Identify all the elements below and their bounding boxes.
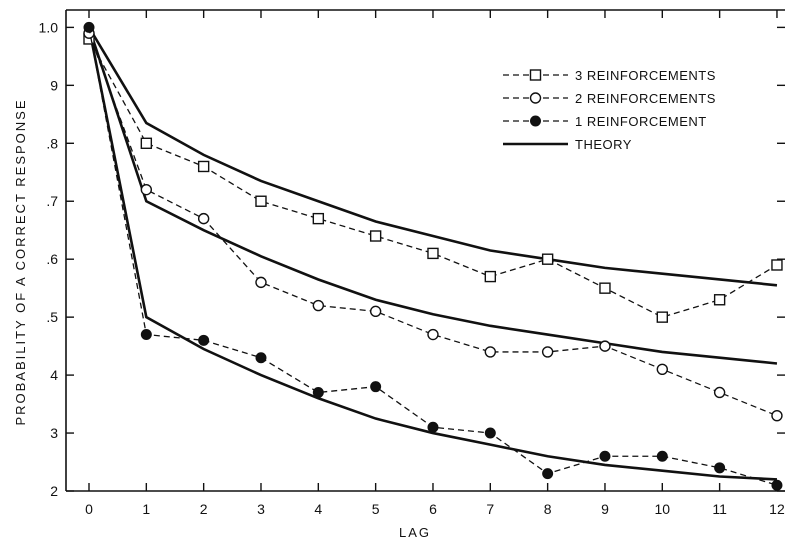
data-point (83, 21, 95, 33)
data-point (599, 340, 611, 352)
y-tick-label: 1.0 (39, 19, 59, 35)
data-point (140, 137, 153, 149)
data-point (140, 183, 153, 196)
x-tick-label: 12 (769, 501, 785, 517)
x-tick-label: 7 (486, 501, 494, 517)
legend-marker (530, 115, 541, 127)
series-1 (83, 33, 783, 323)
y-tick-label: 9 (50, 77, 58, 93)
x-tick-label: 5 (372, 501, 380, 517)
data-point (197, 212, 210, 225)
x-tick-label: 3 (257, 501, 265, 517)
y-tick-label: .5 (46, 309, 58, 325)
legend-label: 1 REINFORCEMENT (575, 114, 707, 129)
data-point (484, 270, 497, 283)
legend-item: 3 REINFORCEMENTS (503, 68, 716, 83)
y-tick-label: .6 (46, 251, 58, 267)
data-point (713, 386, 726, 399)
data-point (542, 468, 554, 480)
x-tick-label: 8 (544, 501, 552, 517)
data-point (312, 299, 325, 312)
legend-item: THEORY (503, 137, 632, 152)
data-point (656, 450, 668, 462)
series-2 (83, 27, 783, 422)
legend-marker (529, 92, 542, 104)
data-point (427, 328, 439, 341)
legend: 3 REINFORCEMENTS 2 REINFORCEMENTS 1 REINFO… (503, 68, 716, 152)
theory-curve-2 (87, 26, 778, 365)
data-point (312, 212, 325, 225)
theory-curve-3 (87, 27, 778, 481)
data-point (369, 230, 382, 242)
legend-label: 2 REINFORCEMENTS (575, 91, 716, 106)
data-point (771, 409, 783, 422)
data-point (656, 311, 668, 323)
x-tick-label: 0 (85, 501, 93, 517)
data-point (771, 259, 783, 271)
y-tick-label: 2 (50, 483, 58, 499)
data-point (541, 346, 554, 358)
legend-item: 1 REINFORCEMENT (503, 114, 707, 129)
data-point (713, 294, 726, 306)
data-point (714, 462, 726, 474)
x-tick-label: 10 (655, 501, 671, 517)
y-axis-title: PROBABILITY OF A CORRECT RESPONSE (13, 98, 28, 425)
x-tick-label: 11 (712, 501, 727, 517)
data-point (484, 427, 496, 439)
y-tick-label: 3 (50, 425, 58, 441)
right-axis-ticks (777, 26, 785, 492)
data-point (255, 352, 267, 364)
data-point (484, 346, 497, 358)
data-point (198, 334, 210, 346)
x-tick-label: 2 (200, 501, 208, 517)
data-point (140, 329, 152, 341)
data-point (369, 305, 382, 318)
legend-label: 3 REINFORCEMENTS (575, 68, 716, 83)
data-point (771, 479, 783, 491)
y-axis: 2 3 4 .5 .6 .7 .8 9 1.0 (39, 19, 74, 499)
data-point (312, 386, 324, 398)
data-point (255, 195, 267, 207)
data-point (599, 450, 611, 462)
x-tick-label: 6 (429, 501, 437, 517)
x-tick-label: 1 (142, 501, 150, 517)
legend-item: 2 REINFORCEMENTS (503, 91, 716, 106)
x-axis-title: LAG (399, 525, 431, 540)
theory-curve-1 (87, 26, 778, 287)
data-point (656, 363, 668, 376)
data-point (370, 381, 382, 393)
legend-marker (529, 69, 542, 81)
data-point (599, 282, 611, 294)
data-point (427, 421, 439, 433)
series-3 (83, 21, 783, 491)
data-point (541, 253, 554, 265)
data-point (427, 247, 439, 260)
legend-label: THEORY (575, 137, 632, 152)
data-point (197, 160, 210, 173)
data-point (255, 276, 267, 289)
x-tick-label: 4 (314, 501, 322, 517)
y-tick-label: .8 (46, 135, 58, 151)
y-tick-label: 4 (50, 367, 58, 383)
series-layer (83, 21, 783, 491)
x-tick-label: 9 (601, 501, 609, 517)
y-tick-label: .7 (46, 193, 58, 209)
plot-area (65, 9, 785, 492)
x-axis: 0 1 2 3 4 5 6 7 8 9 10 11 12 (85, 10, 785, 517)
